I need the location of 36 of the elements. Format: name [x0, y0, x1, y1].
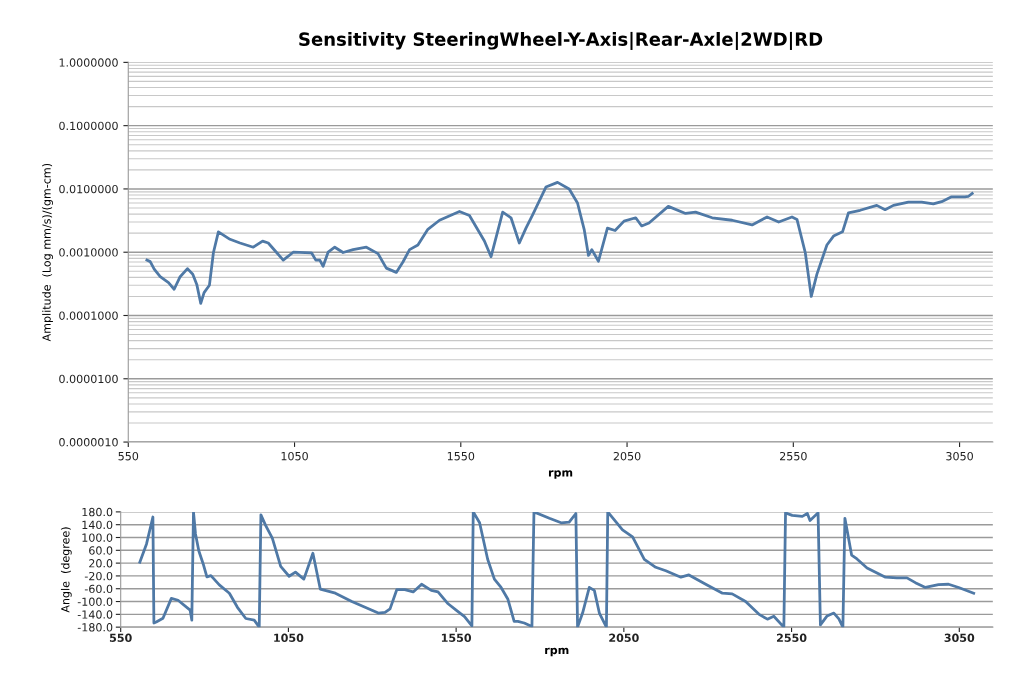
x-tick-label: 2550: [776, 633, 807, 642]
x-tick-label: 1550: [447, 451, 475, 461]
x-tick-label: 2050: [609, 633, 639, 642]
x-tick-label: 2550: [779, 451, 807, 461]
x-tick-label: 1050: [274, 633, 304, 642]
x-tick-label: 550: [109, 633, 132, 642]
y-tick-label: 180.0: [82, 507, 113, 517]
y-tick-label: 1.0000000: [59, 58, 118, 67]
x-tick-label: 3050: [944, 633, 975, 642]
y-axis-title: Angle (degree): [60, 527, 72, 613]
y-tick-label: 0.0010000: [59, 248, 118, 257]
x-tick-label: 2050: [613, 451, 641, 461]
y-tick-label: 0.1000000: [59, 121, 118, 131]
x-tick-label: 3050: [946, 451, 973, 461]
y-tick-label: -20.0: [84, 571, 113, 581]
y-tick-label: 0.0000100: [59, 374, 118, 384]
y-tick-label: 100.0: [82, 533, 113, 542]
y-tick-label: 60.0: [89, 546, 113, 555]
line-series: [138, 511, 976, 628]
y-tick-label: -60.0: [84, 584, 113, 594]
chart-title: Sensitivity SteeringWheel-Y-Axis|Rear-Axle|2WD|RD: [299, 31, 823, 50]
line-series: [145, 180, 974, 305]
x-tick-label: 1550: [441, 633, 472, 642]
y-tick-label: -100.0: [77, 597, 113, 606]
x-axis-title: rpm: [545, 647, 569, 657]
y-tick-label: 140.0: [82, 520, 113, 530]
y-tick-label: -140.0: [77, 610, 113, 619]
x-tick-label: 1050: [281, 451, 308, 461]
y-tick-label: 20.0: [89, 559, 113, 568]
y-axis-title: Amplitude (Log mm/s)/(gm-cm): [42, 163, 53, 342]
y-tick-label: 0.0100000: [59, 184, 118, 194]
x-axis-title: rpm: [548, 470, 573, 479]
x-tick-label: 550: [118, 451, 139, 461]
y-tick-label: -180.0: [77, 623, 113, 632]
y-tick-label: 0.0001000: [59, 311, 118, 320]
y-tick-label: 0.0000010: [59, 438, 118, 447]
